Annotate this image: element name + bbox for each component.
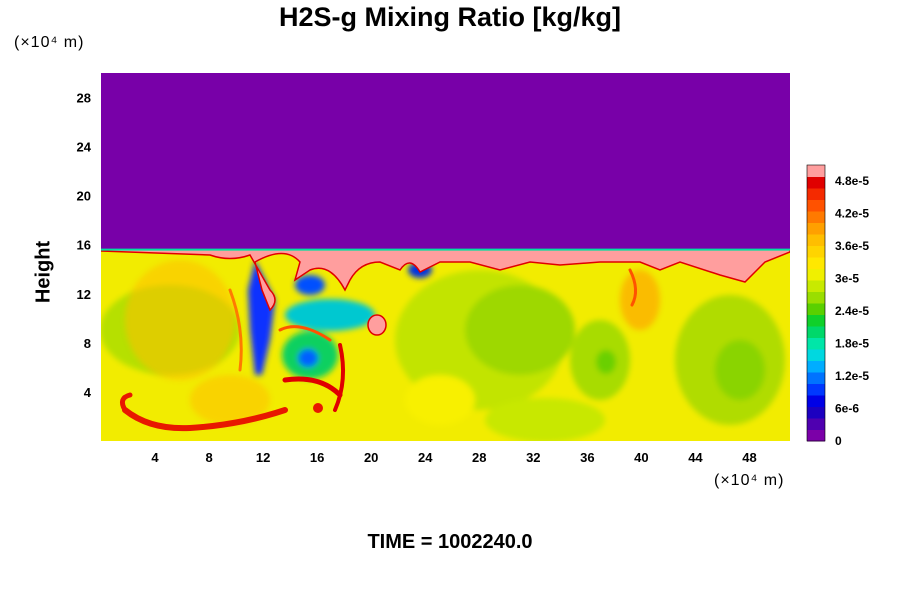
orange-streak-east <box>628 268 637 307</box>
x-tick-label: 8 <box>205 450 212 465</box>
orange-bands <box>125 260 660 425</box>
colorbar-swatch <box>807 406 825 419</box>
x-tick-label: 48 <box>742 450 756 465</box>
y-tick-label: 28 <box>77 91 91 106</box>
x-tick-label: 44 <box>688 450 703 465</box>
eddy-bottom <box>485 398 605 441</box>
chart-title: H2S-g Mixing Ratio [kg/kg] <box>278 2 621 32</box>
colorbar-swatch <box>807 257 825 269</box>
x-tick-label: 32 <box>526 450 540 465</box>
red-streak-vertical <box>333 343 345 412</box>
colorbar-swatch <box>807 222 825 235</box>
pink-blob <box>367 314 387 336</box>
colorbar-swatch <box>807 372 825 384</box>
colorbar-swatch <box>807 291 825 304</box>
boundary-band <box>101 243 790 312</box>
x-tick-label: 24 <box>418 450 433 465</box>
colorbar-swatch <box>807 245 825 258</box>
time-label: TIME = 1002240.0 <box>367 531 533 553</box>
x-axis-unit: (×10⁴ m) <box>714 472 785 489</box>
x-axis-ticks: 4 8 12 16 20 24 28 32 36 40 44 48 <box>151 450 756 465</box>
colorbar-swatch <box>807 211 825 223</box>
colorbar-tick-label: 4.2e-5 <box>835 207 869 221</box>
orange-east <box>620 270 660 330</box>
y-tick-label: 4 <box>84 385 92 400</box>
yellow-pocket <box>405 375 475 425</box>
colorbar-swatch <box>807 176 825 189</box>
colorbar-swatch <box>807 314 825 327</box>
x-tick-label: 4 <box>151 450 159 465</box>
y-tick-label: 20 <box>77 189 91 204</box>
eddy-far-east-core <box>715 340 765 400</box>
upper-layer <box>101 73 790 250</box>
colorbar-swatch <box>807 234 825 246</box>
y-tick-label: 16 <box>77 238 91 253</box>
colorbar-tick-label: 1.8e-5 <box>835 337 869 351</box>
colorbar-tick-label: 1.2e-5 <box>835 369 869 383</box>
colorbar-swatch <box>807 188 825 200</box>
y-axis-ticks: 4 8 12 16 20 24 28 <box>77 91 92 400</box>
blue-eddy <box>295 275 325 295</box>
colorbar <box>806 164 826 442</box>
y-axis-unit: (×10⁴ m) <box>14 34 85 51</box>
colorbar-tick-label: 4.8e-5 <box>835 174 869 188</box>
colorbar-swatch <box>807 349 825 361</box>
colorbar-swatch <box>807 418 825 430</box>
colorbar-tick-label: 2.4e-5 <box>835 304 869 318</box>
x-tick-label: 40 <box>634 450 648 465</box>
y-tick-label: 8 <box>84 336 91 351</box>
x-tick-label: 36 <box>580 450 594 465</box>
red-blob <box>313 403 323 413</box>
eddy-center-inner <box>465 285 575 375</box>
colorbar-swatch <box>807 303 825 315</box>
colorbar-swatch <box>807 280 825 292</box>
colorbar-frame <box>806 164 826 442</box>
red-streaks <box>119 268 637 432</box>
colorbar-tick-label: 3.6e-5 <box>835 239 869 253</box>
colorbar-swatch <box>807 360 825 373</box>
blue-intrusion <box>248 260 432 379</box>
colorbar-tick-label: 6e-6 <box>835 402 859 416</box>
red-streak-mid <box>282 376 343 398</box>
colorbar-tick-label: 3e-5 <box>835 272 859 286</box>
vortex-core <box>298 349 318 367</box>
orange-lower <box>190 375 270 425</box>
orange-west <box>125 260 235 380</box>
colorbar-swatch <box>807 429 825 442</box>
colorbar-swatch <box>807 395 825 407</box>
cyan-band <box>285 299 375 331</box>
eddy-east-core <box>596 350 616 374</box>
x-tick-label: 16 <box>310 450 324 465</box>
red-streak-hook <box>119 392 133 413</box>
orange-streak-2 <box>228 288 243 372</box>
colorbar-swatch <box>807 268 825 281</box>
x-tick-label: 20 <box>364 450 378 465</box>
colorbar-swatch <box>807 199 825 212</box>
colorbar-swatch <box>807 337 825 350</box>
colorbar-swatch <box>807 165 825 177</box>
plot-area <box>101 73 790 441</box>
colorbar-swatch <box>807 383 825 396</box>
red-streak-bottom <box>122 407 288 432</box>
colorbar-swatch <box>807 326 825 338</box>
x-tick-label: 12 <box>256 450 270 465</box>
colorbar-tick-label: 0 <box>835 434 842 448</box>
colorbar-labels: 0 6e-6 1.2e-5 1.8e-5 2.4e-5 3e-5 3.6e-5 4.2e-5 4… <box>835 174 869 448</box>
y-tick-label: 12 <box>77 287 91 302</box>
x-tick-label: 28 <box>472 450 486 465</box>
y-tick-label: 24 <box>77 140 92 155</box>
orange-streak <box>278 325 332 342</box>
